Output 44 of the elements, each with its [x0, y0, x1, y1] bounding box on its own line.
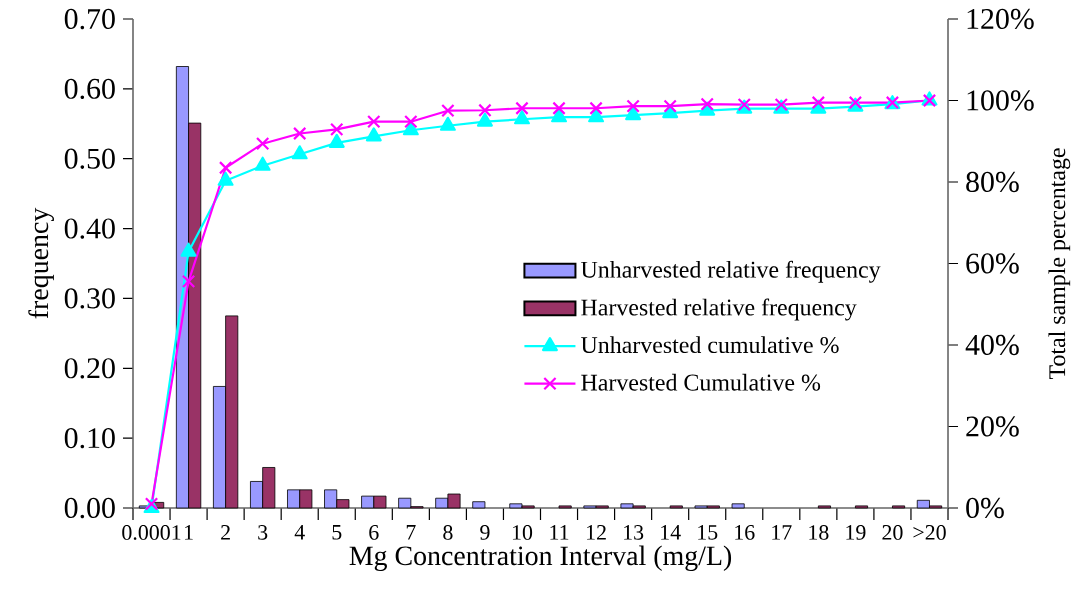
x-axis-title: Mg Concentration Interval (mg/L) [349, 545, 732, 571]
legend-label: Harvested relative frequency [581, 298, 857, 321]
x-tick-label: 17 [772, 525, 792, 540]
x-tick-label: 2 [221, 525, 230, 540]
y-axis-title: frequency [28, 207, 54, 319]
y2-tick-label: 40% [965, 334, 1019, 356]
x-tick-label: 9 [480, 525, 490, 540]
y-tick-label: 0.10 [64, 427, 115, 449]
x-tick-label: 0.0001 [122, 525, 181, 540]
x-tick-label: 7 [406, 525, 416, 540]
y2-tick-label: 120% [967, 8, 1034, 30]
x-tick-label: 18 [809, 525, 829, 540]
x-tick-label: 1 [185, 525, 193, 540]
y2-tick-label: 20% [966, 416, 1019, 437]
x-tick-label: 11 [550, 525, 569, 540]
y-tick-label: 0.70 [64, 8, 115, 30]
y-tick-label: 0.40 [64, 218, 115, 239]
y-tick-label: 0.20 [64, 358, 115, 379]
legend-label: Unharvested relative frequency [581, 260, 881, 283]
legend-label: Unharvested cumulative % [581, 336, 839, 354]
x-tick-label: 5 [332, 525, 342, 540]
x-tick-label: 20 [882, 525, 903, 540]
x-tick-label: 10 [512, 525, 533, 540]
x-tick-label: 12 [587, 525, 606, 540]
y-tick-label: 0.00 [64, 497, 115, 519]
x-tick-label: 6 [369, 525, 379, 540]
x-tick-label: 8 [443, 525, 453, 540]
x-tick-label: 4 [294, 525, 305, 540]
y2-tick-label: 60% [966, 253, 1019, 274]
x-tick-label: 15 [698, 525, 718, 540]
y2-tick-label: 80% [966, 171, 1019, 193]
y-tick-label: 0.30 [64, 288, 115, 309]
x-tick-label: 13 [624, 525, 644, 540]
y-tick-label: 0.50 [64, 148, 115, 169]
y-tick-label: 0.60 [64, 78, 115, 100]
legend-label: Harvested Cumulative % [581, 373, 821, 391]
y2-tick-label: 0% [966, 497, 1004, 519]
x-tick-label: 3 [258, 525, 268, 540]
x-tick-label: 19 [846, 525, 866, 540]
y2-tick-label: 100% [967, 90, 1034, 111]
x-tick-label: 16 [735, 525, 755, 540]
x-tick-label: >20 [913, 525, 946, 540]
y2-axis-title: Total sample percentage [1048, 148, 1071, 380]
x-tick-label: 14 [661, 525, 681, 540]
